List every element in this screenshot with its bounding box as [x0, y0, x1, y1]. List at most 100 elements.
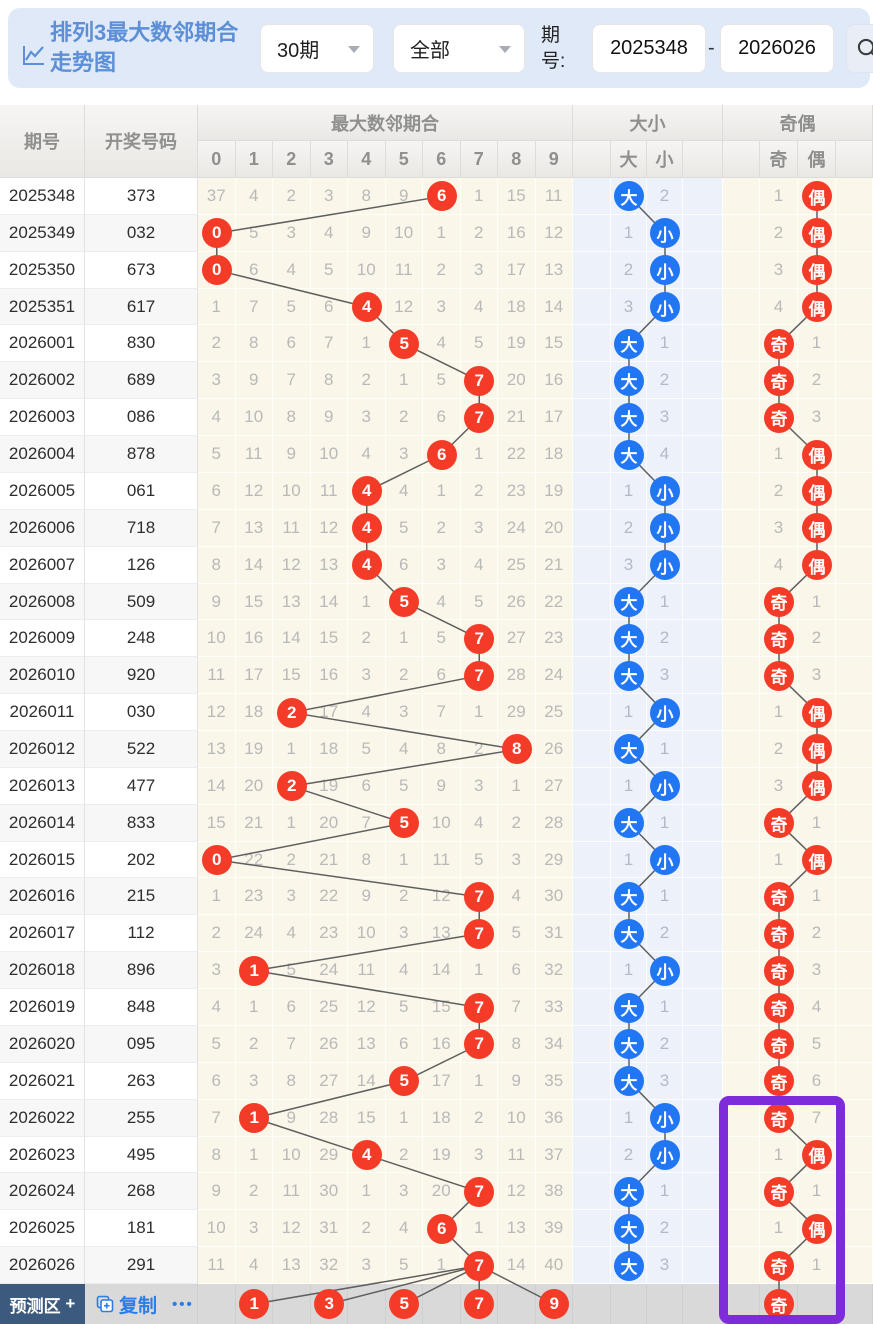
trend-cell: 5	[498, 915, 536, 952]
even-cell: 3	[798, 952, 836, 989]
trend-cell: 15	[310, 620, 348, 657]
trend-cell: 17	[535, 399, 573, 436]
range-start-input[interactable]	[592, 24, 706, 73]
big-cell: 2	[611, 252, 647, 289]
trend-cell: 14	[423, 952, 461, 989]
draw-number-cell: 833	[85, 805, 198, 842]
trend-cell: 10	[385, 215, 423, 252]
period-cell: 2026012	[0, 731, 85, 768]
trend-cell: 11	[198, 1247, 236, 1284]
trend-cell: 1	[498, 768, 536, 805]
spacer-cell	[723, 1100, 760, 1137]
draw-number-cell: 202	[85, 842, 198, 878]
spacer-cell	[836, 584, 873, 620]
trend-cell: 17	[310, 694, 348, 731]
big-cell: 1	[611, 842, 647, 878]
even-circle: 偶	[802, 292, 832, 323]
period-cell: 2026014	[0, 805, 85, 842]
prediction-area-label: 预测区	[9, 1296, 61, 1316]
odd-cell: 3	[760, 768, 798, 805]
page-title-line1: 排列3最大数邻期合	[50, 20, 239, 45]
spacer-cell	[683, 1210, 723, 1247]
draw-number-cell: 181	[85, 1210, 198, 1247]
column-header-n6: 6	[423, 141, 461, 178]
group-header-size: 大小	[573, 105, 723, 141]
trend-circle: 5	[389, 328, 420, 359]
small-circle: 小	[650, 1103, 680, 1134]
spacer-cell	[683, 473, 723, 510]
period-cell: 2026008	[0, 584, 85, 620]
trend-cell: 8	[235, 325, 273, 362]
prediction-area-button[interactable]: 预测区 +	[0, 1284, 85, 1324]
even-cell: 1	[798, 878, 836, 915]
trend-cell: 5	[385, 1247, 423, 1284]
draw-number-cell: 718	[85, 510, 198, 547]
odd-circle: 奇	[764, 808, 794, 839]
trend-circle: 5	[389, 586, 420, 617]
period-cell: 2026013	[0, 768, 85, 805]
copy-button[interactable]: 复制	[96, 1284, 157, 1324]
column-header-n7: 7	[460, 141, 498, 178]
draw-number-cell: 268	[85, 1173, 198, 1210]
trend-cell: 1	[348, 325, 386, 362]
spacer-cell	[573, 731, 611, 768]
big-circle: 大	[614, 402, 644, 433]
even-cell: 3	[798, 399, 836, 436]
trend-cell: 16	[235, 620, 273, 657]
range-label: 期号:	[541, 25, 566, 72]
small-cell: 1	[647, 989, 683, 1026]
spacer-cell	[683, 915, 723, 952]
trend-cell: 3	[385, 436, 423, 473]
period-cell: 2026007	[0, 547, 85, 584]
copy-label: 复制	[119, 1295, 158, 1317]
page-title: 排列3最大数邻期合 走势图	[50, 18, 260, 78]
trend-cell: 12	[385, 289, 423, 325]
trend-circle: 2	[276, 771, 307, 802]
trend-cell: 15	[235, 584, 273, 620]
trend-cell: 12	[423, 878, 461, 915]
spacer-cell	[683, 620, 723, 657]
more-options-button[interactable]: •••	[172, 1295, 194, 1313]
trend-cell: 22	[235, 842, 273, 878]
trend-cell: 2	[460, 1100, 498, 1137]
trend-cell: 9	[385, 178, 423, 215]
trend-cell: 3	[385, 694, 423, 731]
big-circle: 大	[614, 1176, 644, 1207]
trend-cell: 2	[423, 510, 461, 547]
spacer-cell	[683, 436, 723, 473]
big-cell: 1	[611, 215, 647, 252]
trend-cell: 21	[535, 547, 573, 584]
filter-select[interactable]: 全部	[393, 24, 525, 73]
trend-cell: 12	[235, 473, 273, 510]
search-button[interactable]	[846, 24, 873, 73]
range-end-input[interactable]	[720, 24, 834, 73]
trend-cell: 8	[348, 842, 386, 878]
spacer-cell	[723, 436, 760, 473]
trend-cell: 15	[198, 805, 236, 842]
big-circle: 大	[614, 328, 644, 359]
trend-cell: 7	[310, 325, 348, 362]
trend-cell: 29	[310, 1137, 348, 1173]
draw-number-cell: 495	[85, 1137, 198, 1173]
trend-cell: 5	[273, 952, 311, 989]
spacer-cell	[723, 768, 760, 805]
even-cell: 1	[798, 805, 836, 842]
filter-value: 全部	[410, 40, 450, 62]
trend-cell: 23	[310, 915, 348, 952]
column-header-n4: 4	[348, 141, 386, 178]
trend-cell: 5	[385, 989, 423, 1026]
small-circle: 小	[650, 255, 680, 286]
spacer-cell	[723, 399, 760, 436]
footer-cell	[348, 1284, 386, 1324]
trend-cell: 1	[460, 1063, 498, 1100]
trend-cell: 1	[423, 1247, 461, 1284]
trend-cell: 18	[535, 436, 573, 473]
spacer-cell	[573, 952, 611, 989]
trend-cell: 1	[348, 1173, 386, 1210]
odd-cell: 2	[760, 731, 798, 768]
trend-cell: 19	[498, 325, 536, 362]
spacer-cell	[723, 805, 760, 842]
trend-cell: 22	[310, 878, 348, 915]
period-count-select[interactable]: 30期	[260, 24, 374, 73]
